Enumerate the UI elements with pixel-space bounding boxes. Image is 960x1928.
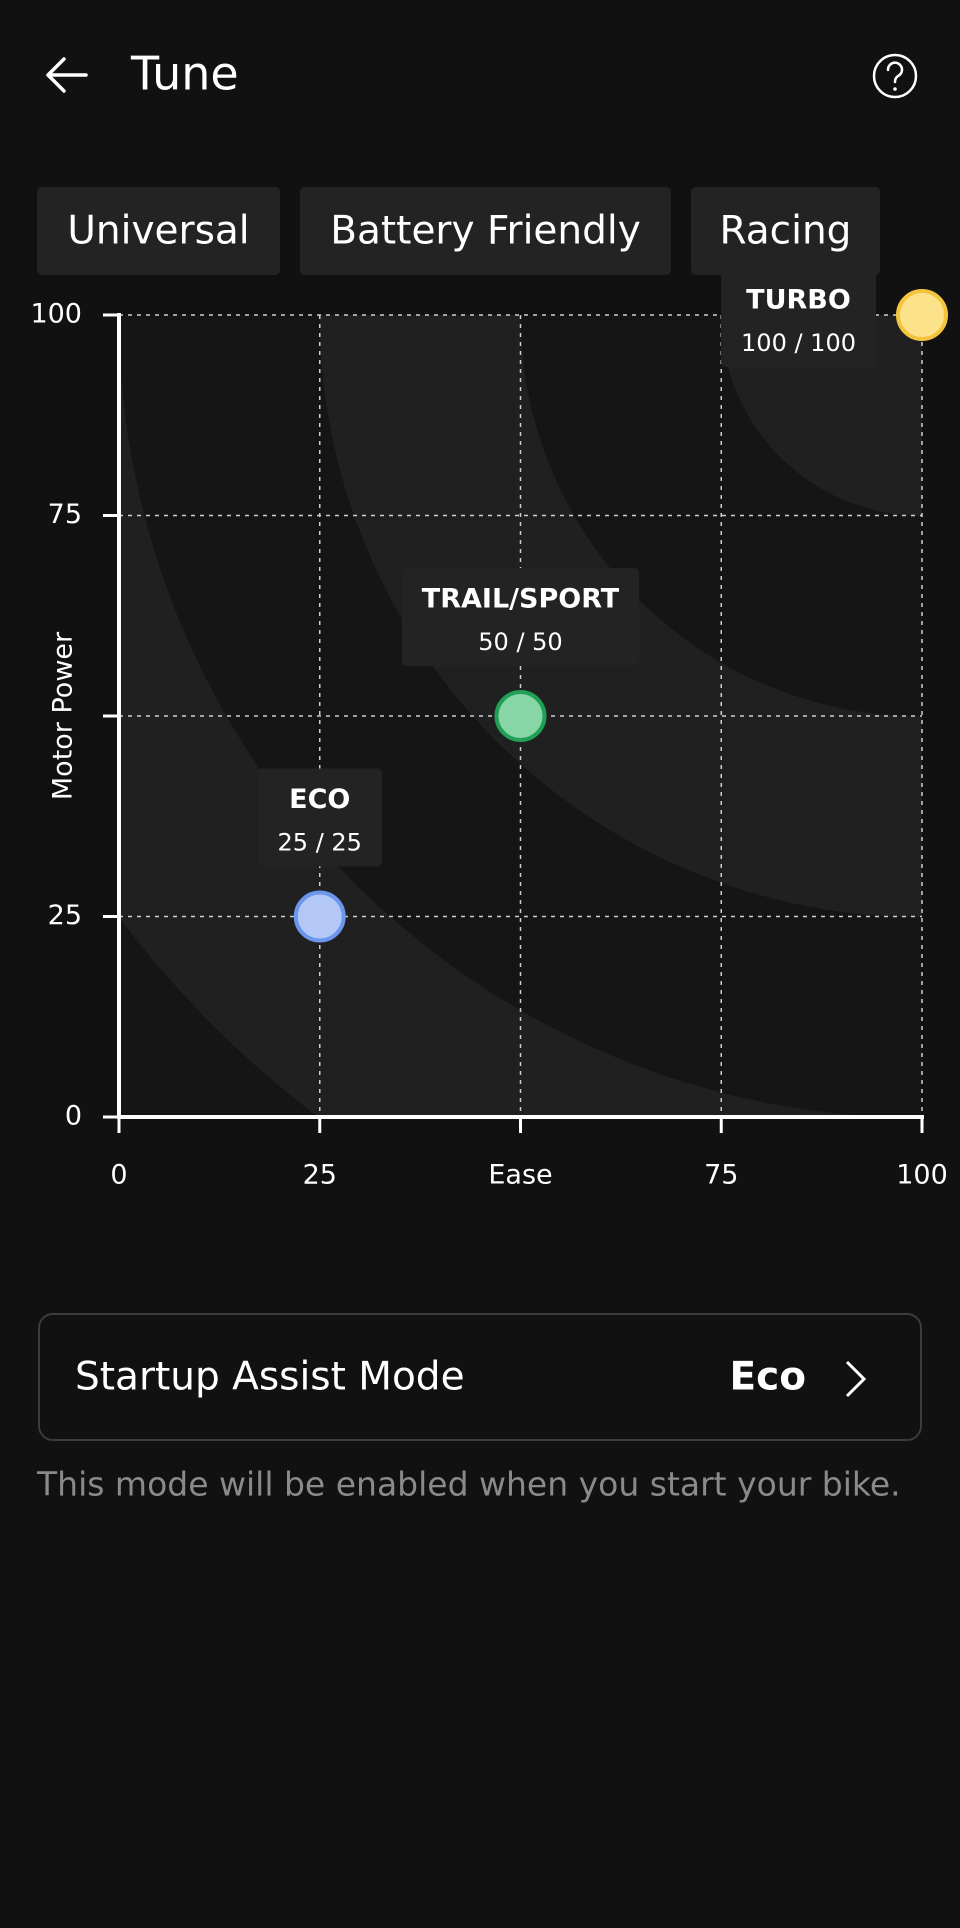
point (896, 289, 948, 341)
label-name: ECO (289, 784, 350, 815)
back-button[interactable] (46, 57, 88, 93)
page-title: Tune (130, 47, 239, 101)
y-tick-label: 100 (30, 299, 82, 330)
x-tick-label: 75 (704, 1160, 738, 1191)
help-button[interactable] (872, 53, 918, 99)
help-icon (872, 53, 918, 99)
label-name: TURBO (746, 285, 851, 316)
label-value: 25 / 25 (278, 829, 362, 857)
x-tick-label: 0 (110, 1160, 127, 1191)
y-axis-label: Motor Power (48, 631, 79, 800)
row-label: Startup Assist Mode (75, 1355, 465, 1400)
y-tick-label: 75 (48, 499, 82, 530)
label-name: TRAIL/SPORT (422, 584, 620, 615)
back-arrow (46, 57, 88, 93)
point-label: TRAIL/SPORT 50 / 50 (401, 568, 640, 666)
point (494, 690, 547, 742)
label-value: 50 / 50 (478, 628, 562, 656)
x-tick-label: 100 (896, 1160, 948, 1191)
tab-label: Universal (67, 209, 249, 254)
label-box (721, 269, 876, 367)
y-tick-label: 0 (65, 1101, 82, 1132)
point (293, 890, 346, 943)
tab-label: Battery Friendly (330, 209, 641, 254)
startup-assist-row[interactable]: Startup Assist Mode Eco (38, 1313, 922, 1441)
point-label: TURBO 100 / 100 (721, 269, 876, 367)
row-value: Eco (729, 1355, 806, 1400)
tab[interactable]: Universal (37, 187, 280, 275)
y-tick-label: 25 (48, 900, 82, 931)
chart: 0 25 75 100 0 25 75 100 Ease Motor Power ECO 25 / 2… (30, 269, 948, 1191)
row-card (38, 1313, 922, 1441)
help-glyph (886, 61, 904, 84)
tab[interactable]: Racing (691, 187, 880, 275)
help-dot (893, 87, 897, 91)
label-box (257, 768, 382, 867)
tab-background (37, 187, 280, 275)
chevron (845, 1360, 867, 1398)
tab-background (300, 187, 671, 275)
point-label: ECO 25 / 25 (257, 768, 382, 867)
label-box (401, 568, 640, 666)
row-description: This mode will be enabled when you start… (36, 1465, 901, 1504)
x-tick-label: 25 (303, 1160, 337, 1191)
tab[interactable]: Battery Friendly (300, 187, 671, 275)
label-value: 100 / 100 (741, 329, 856, 357)
tab-background (691, 187, 880, 275)
tab-label: Racing (720, 209, 852, 254)
x-axis-label: Ease (488, 1160, 552, 1191)
